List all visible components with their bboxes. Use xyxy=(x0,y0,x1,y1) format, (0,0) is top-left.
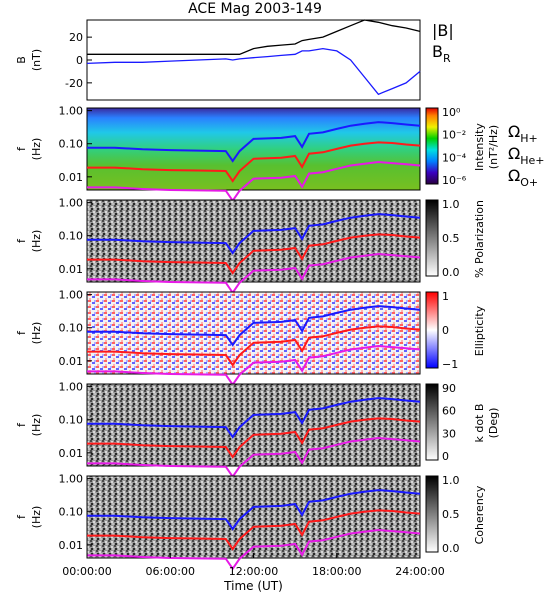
freq-tick-label: 0.10 xyxy=(59,506,84,519)
gyro-line-Hplus xyxy=(87,305,421,347)
gyro-legend-Oplus: ΩO+ xyxy=(508,166,538,189)
panel-ellipticity-frame xyxy=(86,291,421,375)
gyro-line-Heplus xyxy=(87,417,421,459)
freq-tick-label: 0.10 xyxy=(59,414,84,427)
gyro-line-Oplus xyxy=(87,344,421,387)
colorbar-polarization xyxy=(425,199,439,277)
gyro-legend-Heplus: ΩHe+ xyxy=(508,144,545,167)
colorbar-kdotb xyxy=(425,383,439,461)
colorbar-label-unit: (Deg) xyxy=(487,408,500,439)
colorbar-tick-label: 1.0 xyxy=(442,198,460,211)
b-series-radial xyxy=(86,47,421,96)
freq-tick-label: 0.01 xyxy=(59,263,84,276)
freq-tick-label: 0.01 xyxy=(59,355,84,368)
freq-ylabel-unit: (Hz) xyxy=(30,322,43,345)
x-tick-label: 18:00:00 xyxy=(312,565,361,578)
colorbar-tick-label: −1 xyxy=(442,358,458,371)
gyro-line-Oplus xyxy=(87,528,421,571)
freq-ylabel-unit: (Hz) xyxy=(30,230,43,253)
x-tick-label: 12:00:00 xyxy=(229,565,278,578)
freq-ylabel: f xyxy=(15,238,28,243)
colorbar-label: Ellipticity xyxy=(473,305,486,356)
b-ytick-label: 20 xyxy=(69,31,83,44)
colorbar-ellipticity xyxy=(425,291,439,369)
colorbar-tick-label: 0.0 xyxy=(442,542,460,555)
panel-kdotb-frame xyxy=(86,383,421,467)
gyro-line-Hplus xyxy=(87,213,421,255)
gyro-line-Hplus xyxy=(87,489,421,531)
colorbar-label: k dot B xyxy=(473,404,486,443)
freq-ylabel: f xyxy=(15,514,28,519)
freq-tick-label: 0.01 xyxy=(59,539,84,552)
gyro-line-Heplus xyxy=(87,325,421,367)
freq-ylabel-unit: (Hz) xyxy=(30,506,43,529)
b-ytick-label: 0 xyxy=(76,54,83,67)
colorbar-tick-label: 10⁻² xyxy=(442,129,466,142)
colorbar-label: Intensity xyxy=(473,123,486,171)
gyro-line-Hplus xyxy=(87,397,421,439)
colorbar-tick-label: 30 xyxy=(442,427,456,440)
gyro-line-Heplus xyxy=(87,141,421,183)
freq-tick-label: 0.10 xyxy=(59,138,84,151)
gyro-legend-Hplus: ΩH+ xyxy=(508,122,538,145)
freq-ylabel: f xyxy=(15,146,28,151)
freq-tick-label: 1.00 xyxy=(59,289,84,302)
colorbar-tick-label: 10⁰ xyxy=(442,106,461,119)
b-series-magnitude xyxy=(87,19,421,55)
freq-tick-label: 1.00 xyxy=(59,381,84,394)
colorbar-label-unit: (nT²/Hz) xyxy=(487,125,500,169)
freq-tick-label: 1.00 xyxy=(59,473,84,486)
colorbar-tick-label: 10⁻⁴ xyxy=(442,151,467,164)
x-axis-label: Time (UT) xyxy=(223,579,283,593)
freq-tick-label: 0.10 xyxy=(59,322,84,335)
x-tick-label: 24:00:00 xyxy=(395,565,444,578)
colorbar-tick-label: 0 xyxy=(442,450,449,463)
panel-intensity-frame xyxy=(86,107,421,191)
b-ylabel-unit: (nT) xyxy=(30,49,43,71)
gyro-line-Oplus xyxy=(87,160,421,203)
freq-ylabel-unit: (Hz) xyxy=(30,138,43,161)
colorbar-tick-label: 90 xyxy=(442,382,456,395)
freq-ylabel: f xyxy=(15,330,28,335)
freq-tick-label: 0.01 xyxy=(59,447,84,460)
chart-title: ACE Mag 2003-149 xyxy=(188,1,322,17)
freq-tick-label: 1.00 xyxy=(59,105,84,118)
legend-b-magnitude: |B| xyxy=(432,21,454,40)
colorbar-label: Coherency xyxy=(473,485,486,544)
b-ytick-label: -20 xyxy=(65,77,83,90)
x-tick-label: 06:00:00 xyxy=(146,565,195,578)
colorbar-tick-label: 0.5 xyxy=(442,232,460,245)
colorbar-tick-label: 0.5 xyxy=(442,508,460,521)
colorbar-tick-label: 0 xyxy=(442,324,449,337)
colorbar-tick-label: 10⁻⁶ xyxy=(442,174,467,187)
colorbar-tick-label: 60 xyxy=(442,405,456,418)
gyro-line-Oplus xyxy=(87,436,421,479)
gyro-line-Hplus xyxy=(87,121,421,163)
freq-tick-label: 0.01 xyxy=(59,171,84,184)
gyro-line-Heplus xyxy=(87,509,421,551)
freq-tick-label: 0.10 xyxy=(59,230,84,243)
colorbar-label: % Polarization xyxy=(473,200,486,278)
gyro-line-Heplus xyxy=(87,233,421,275)
x-tick-label: 00:00:00 xyxy=(62,565,111,578)
freq-ylabel-unit: (Hz) xyxy=(30,414,43,437)
colorbar-coherency xyxy=(425,475,439,553)
colorbar-intensity xyxy=(425,107,439,185)
legend-b-radial: BR xyxy=(432,42,451,65)
colorbar-tick-label: 1 xyxy=(442,290,449,303)
b-ylabel: B xyxy=(15,56,28,64)
freq-tick-label: 1.00 xyxy=(59,197,84,210)
colorbar-tick-label: 0.0 xyxy=(442,266,460,279)
colorbar-tick-label: 1.0 xyxy=(442,474,460,487)
b-panel-frame xyxy=(86,19,421,101)
freq-ylabel: f xyxy=(15,422,28,427)
gyro-line-Oplus xyxy=(87,252,421,295)
panel-polarization-frame xyxy=(86,199,421,283)
